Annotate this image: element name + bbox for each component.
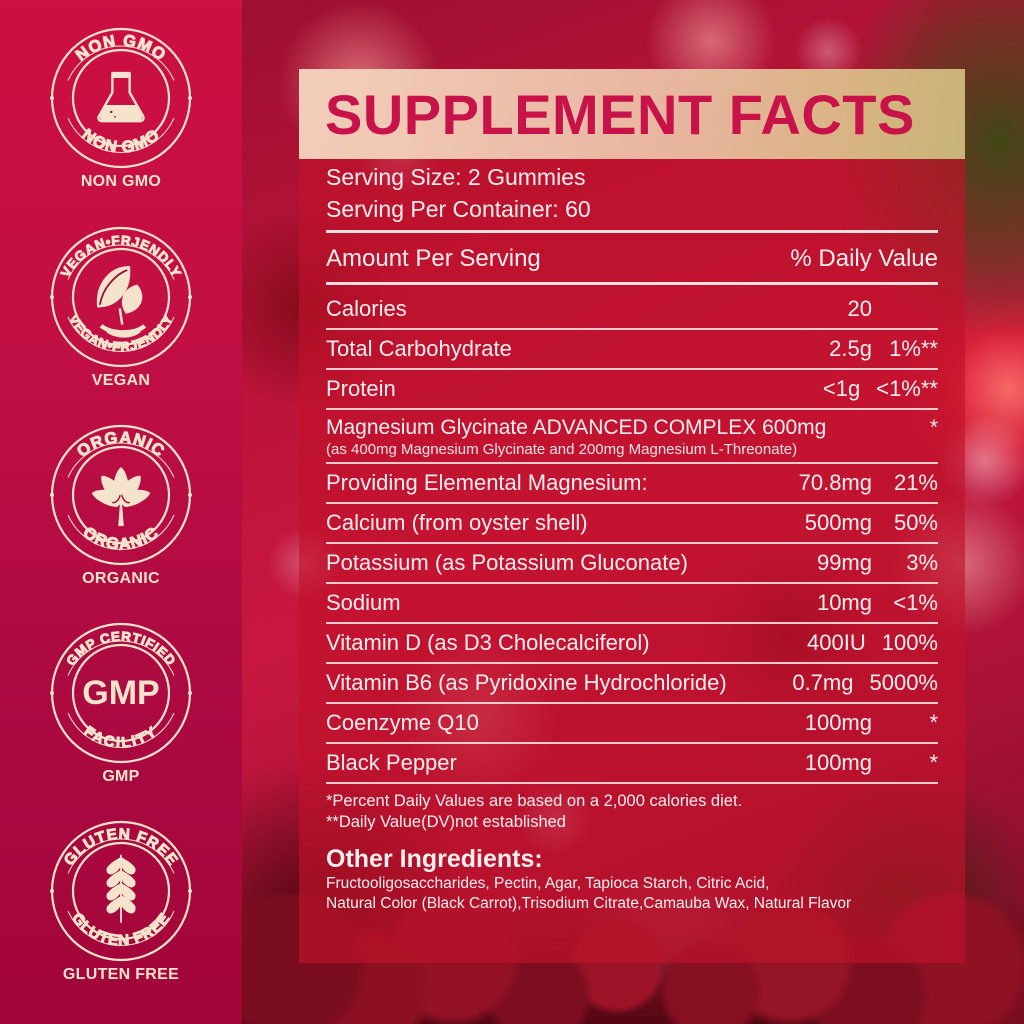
svg-text:FACILITY: FACILITY <box>81 723 162 752</box>
svg-text:GMP: GMP <box>82 674 159 712</box>
svg-text:NON GMO: NON GMO <box>79 126 164 157</box>
svg-text:ORGANIC: ORGANIC <box>80 523 163 553</box>
svg-text:GMP CERTIFIED: GMP CERTIFIED <box>63 629 178 669</box>
